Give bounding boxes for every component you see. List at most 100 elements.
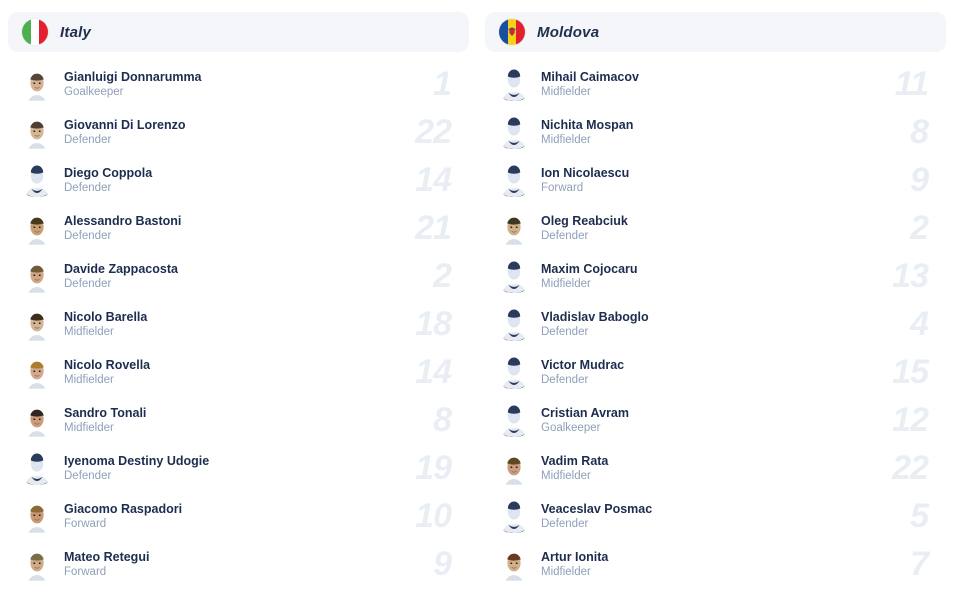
team-column-home: Italy Gianluigi Donnarumma Goalkeeper 1 Gio… (0, 0, 477, 588)
player-info: Sandro Tonali Midfielder (64, 405, 433, 436)
player-shirt-number: 2 (433, 257, 452, 295)
player-silhouette-icon (26, 453, 48, 485)
player-shirt-number: 8 (433, 401, 452, 439)
player-name: Oleg Reabciuk (541, 213, 628, 228)
player-row[interactable]: Vadim Rata Midfielder 22 (485, 444, 946, 492)
player-row[interactable]: Nicolo Rovella Midfielder 14 (8, 348, 469, 396)
player-position: Defender (64, 133, 112, 146)
player-silhouette-icon (22, 163, 52, 197)
player-info: Mihail Caimacov Midfielder (541, 69, 895, 100)
player-silhouette-icon (503, 261, 525, 293)
player-shirt-number: 15 (892, 353, 929, 391)
player-position: Defender (64, 229, 112, 242)
player-position: Defender (541, 373, 589, 386)
player-silhouette-icon (503, 501, 525, 533)
player-position: Defender (541, 325, 589, 338)
player-photo-avatar (22, 211, 52, 245)
player-name: Artur Ionita (541, 549, 609, 564)
player-row[interactable]: Veaceslav Posmac Defender 5 (485, 492, 946, 540)
player-shirt-number: 8 (910, 113, 929, 151)
player-info: Mateo Retegui Forward (64, 549, 433, 580)
player-silhouette-icon (499, 163, 529, 197)
player-photo-avatar (22, 259, 52, 293)
player-row[interactable]: Nichita Mospan Midfielder 8 (485, 108, 946, 156)
player-silhouette-icon (499, 355, 529, 389)
player-photo-avatar (22, 403, 52, 437)
player-row[interactable]: Artur Ionita Midfielder 7 (485, 540, 946, 588)
player-photo-avatar (22, 355, 52, 389)
player-silhouette-icon (503, 405, 525, 437)
player-row[interactable]: Davide Zappacosta Defender 2 (8, 252, 469, 300)
player-position: Midfielder (541, 133, 591, 146)
player-row[interactable]: Iyenoma Destiny Udogie Defender 19 (8, 444, 469, 492)
moldova-flag-icon (499, 19, 525, 45)
player-row[interactable]: Maxim Cojocaru Midfielder 13 (485, 252, 946, 300)
player-row[interactable]: Nicolo Barella Midfielder 18 (8, 300, 469, 348)
player-name: Diego Coppola (64, 165, 153, 180)
player-silhouette-icon (503, 117, 525, 149)
player-list-away: Mihail Caimacov Midfielder 11 Nichita Mospa… (485, 60, 946, 588)
team-header-away[interactable]: Moldova (485, 12, 946, 52)
player-info: Nichita Mospan Midfielder (541, 117, 910, 148)
player-photo-avatar (22, 355, 52, 389)
player-silhouette-icon (503, 69, 525, 101)
player-name: Alessandro Bastoni (64, 213, 182, 228)
player-position: Forward (64, 517, 107, 530)
player-row[interactable]: Oleg Reabciuk Defender 2 (485, 204, 946, 252)
player-shirt-number: 14 (415, 353, 452, 391)
player-row[interactable]: Mateo Retegui Forward 9 (8, 540, 469, 588)
player-name: Vadim Rata (541, 453, 609, 468)
player-row[interactable]: Ion Nicolaescu Forward 9 (485, 156, 946, 204)
player-row[interactable]: Diego Coppola Defender 14 (8, 156, 469, 204)
player-photo-avatar (22, 547, 52, 581)
player-row[interactable]: Giacomo Raspadori Forward 10 (8, 492, 469, 540)
player-row[interactable]: Mihail Caimacov Midfielder 11 (485, 60, 946, 108)
player-position: Forward (64, 565, 107, 578)
player-row[interactable]: Cristian Avram Goalkeeper 12 (485, 396, 946, 444)
player-info: Vadim Rata Midfielder (541, 453, 892, 484)
player-info: Maxim Cojocaru Midfielder (541, 261, 892, 292)
player-position: Midfielder (541, 85, 591, 98)
player-row[interactable]: Gianluigi Donnarumma Goalkeeper 1 (8, 60, 469, 108)
player-silhouette-icon (499, 259, 529, 293)
player-info: Cristian Avram Goalkeeper (541, 405, 892, 436)
player-position: Midfielder (541, 277, 591, 290)
player-info: Gianluigi Donnarumma Goalkeeper (64, 69, 433, 100)
player-info: Oleg Reabciuk Defender (541, 213, 910, 244)
player-photo-avatar (22, 115, 52, 149)
player-name: Victor Mudrac (541, 357, 625, 372)
player-name: Davide Zappacosta (64, 261, 178, 276)
player-position: Goalkeeper (541, 421, 601, 434)
player-row[interactable]: Victor Mudrac Defender 15 (485, 348, 946, 396)
player-name: Nicolo Barella (64, 309, 148, 324)
player-info: Giacomo Raspadori Forward (64, 501, 415, 532)
player-shirt-number: 21 (415, 209, 452, 247)
player-photo-avatar (499, 451, 529, 485)
player-info: Iyenoma Destiny Udogie Defender (64, 453, 415, 484)
player-name: Cristian Avram (541, 405, 629, 420)
player-position: Defender (64, 181, 112, 194)
player-shirt-number: 7 (910, 545, 929, 583)
player-photo-avatar (499, 211, 529, 245)
player-silhouette-icon (499, 67, 529, 101)
team-header-home[interactable]: Italy (8, 12, 469, 52)
player-shirt-number: 9 (910, 161, 929, 199)
player-shirt-number: 12 (892, 401, 929, 439)
player-name: Gianluigi Donnarumma (64, 69, 202, 84)
player-photo-avatar (499, 547, 529, 581)
player-row[interactable]: Vladislav Baboglo Defender 4 (485, 300, 946, 348)
player-silhouette-icon (503, 357, 525, 389)
player-name: Giacomo Raspadori (64, 501, 183, 516)
team-column-away: Moldova Mihail Caimacov Midfielder 11 Nichi… (477, 0, 954, 588)
player-position: Goalkeeper (64, 85, 124, 98)
player-shirt-number: 18 (415, 305, 452, 343)
player-position: Midfielder (64, 421, 114, 434)
player-name: Ion Nicolaescu (541, 165, 630, 180)
player-photo-avatar (22, 307, 52, 341)
player-info: Vladislav Baboglo Defender (541, 309, 910, 340)
player-row[interactable]: Sandro Tonali Midfielder 8 (8, 396, 469, 444)
player-row[interactable]: Alessandro Bastoni Defender 21 (8, 204, 469, 252)
player-info: Giovanni Di Lorenzo Defender (64, 117, 415, 148)
player-row[interactable]: Giovanni Di Lorenzo Defender 22 (8, 108, 469, 156)
player-photo-avatar (22, 499, 52, 533)
